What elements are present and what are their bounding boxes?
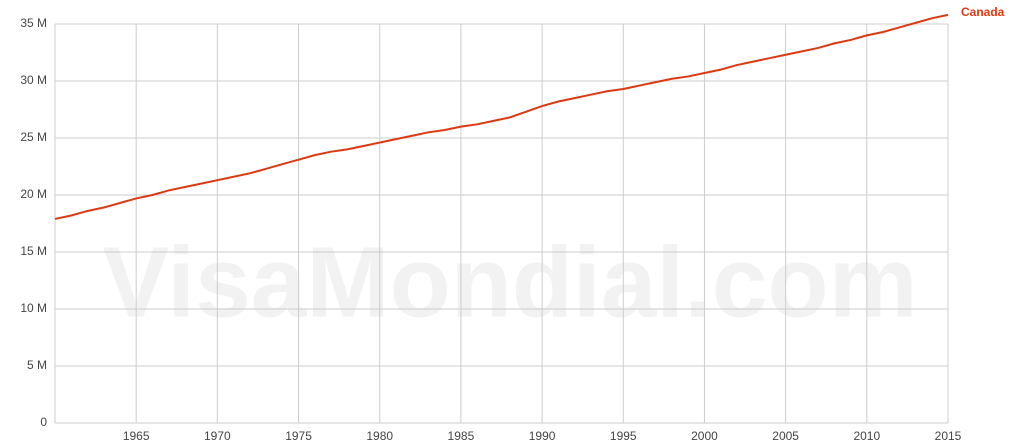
x-tick-label: 2010 bbox=[853, 429, 880, 443]
y-tick-label: 5 M bbox=[27, 358, 47, 372]
y-tick-label: 25 M bbox=[20, 130, 47, 144]
y-tick-label: 10 M bbox=[20, 301, 47, 315]
x-tick-label: 1990 bbox=[529, 429, 556, 443]
x-tick-label: 1975 bbox=[285, 429, 312, 443]
y-tick-label: 15 M bbox=[20, 244, 47, 258]
x-tick-label: 1970 bbox=[204, 429, 231, 443]
y-tick-label: 0 bbox=[40, 415, 47, 429]
series-line bbox=[54, 13, 949, 220]
legend-label: Canada bbox=[961, 5, 1005, 19]
x-tick-label: 2000 bbox=[691, 429, 718, 443]
x-tick-label: 1985 bbox=[448, 429, 475, 443]
y-tick-label: 30 M bbox=[20, 73, 47, 87]
watermark: VisaMondial.com bbox=[102, 226, 917, 338]
x-tick-label: 1965 bbox=[123, 429, 150, 443]
y-tick-label: 20 M bbox=[20, 187, 47, 201]
x-tick-label: 2015 bbox=[935, 429, 962, 443]
x-tick-label: 1995 bbox=[610, 429, 637, 443]
x-tick-label: 2005 bbox=[772, 429, 799, 443]
y-tick-label: 35 M bbox=[20, 16, 47, 30]
x-tick-label: 1980 bbox=[366, 429, 393, 443]
